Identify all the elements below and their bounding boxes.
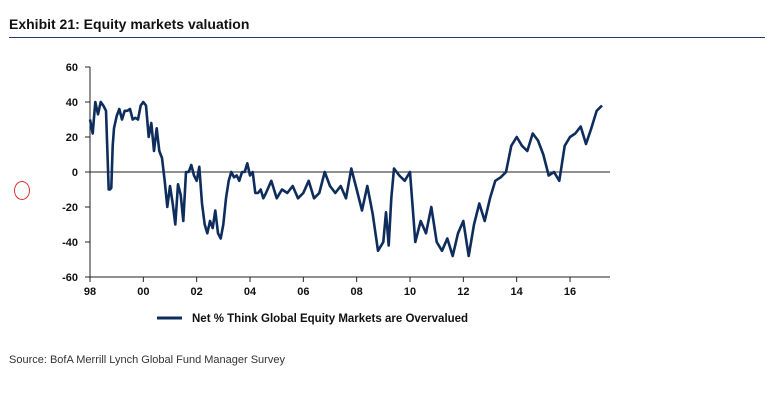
x-tick-label: 14 xyxy=(511,286,524,298)
x-tick-label: 08 xyxy=(351,286,363,298)
x-tick-label: 00 xyxy=(137,286,149,298)
y-tick-label: 40 xyxy=(66,97,78,109)
y-tick-label: -60 xyxy=(62,272,78,284)
y-tick-label: 0 xyxy=(72,167,78,179)
circle-marker-icon xyxy=(14,181,30,200)
y-tick-label: 60 xyxy=(66,62,78,74)
x-tick-label: 04 xyxy=(244,286,257,298)
source-note: Source: BofA Merrill Lynch Global Fund M… xyxy=(9,354,285,366)
y-tick-label: 20 xyxy=(66,132,78,144)
x-tick-label: 02 xyxy=(191,286,203,298)
x-tick-label: 10 xyxy=(404,286,416,298)
page-title: Exhibit 21: Equity markets valuation xyxy=(9,16,250,32)
series-line xyxy=(88,100,603,258)
x-tick-label: 98 xyxy=(84,286,96,298)
y-tick-label: -20 xyxy=(62,202,78,214)
x-tick-label: 16 xyxy=(564,286,576,298)
title-divider xyxy=(9,37,765,38)
y-tick-label: -40 xyxy=(62,237,78,249)
legend-label: Net % Think Global Equity Markets are Ov… xyxy=(192,313,468,325)
x-tick-label: 06 xyxy=(297,286,309,298)
x-tick-label: 12 xyxy=(457,286,469,298)
